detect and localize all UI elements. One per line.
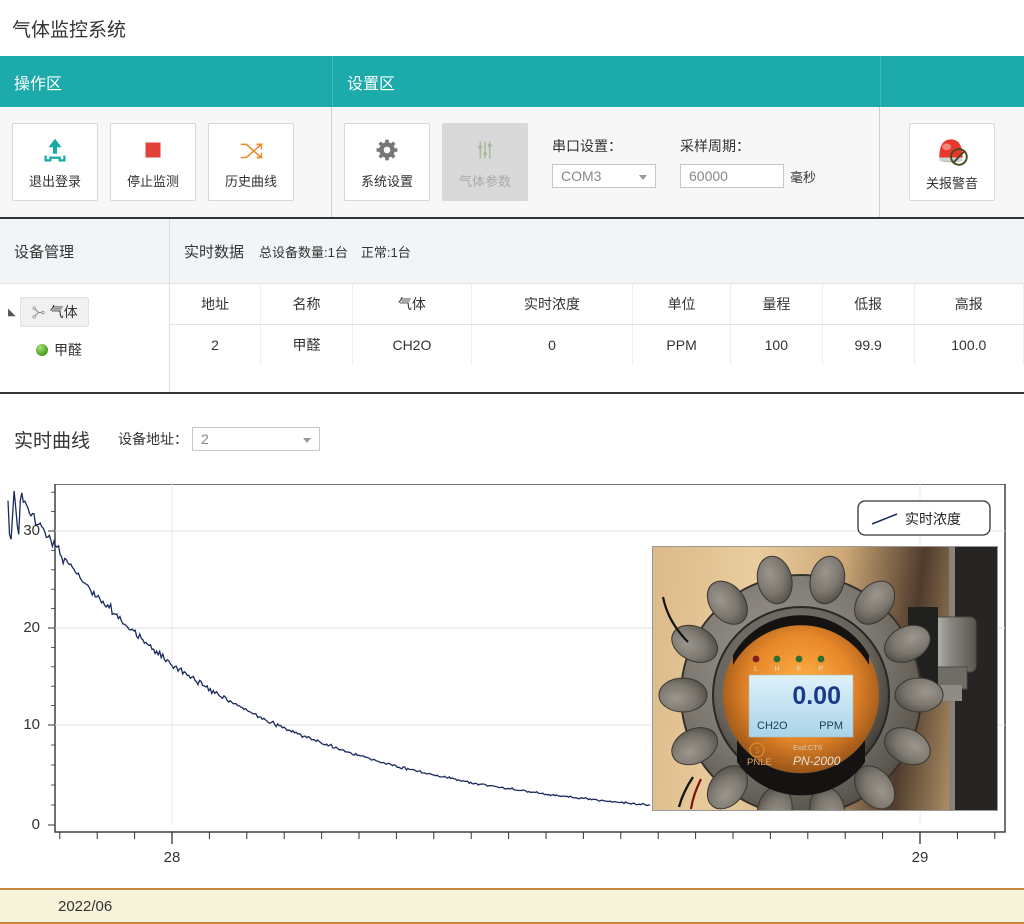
svg-text:PPM: PPM (819, 720, 843, 732)
svg-text:S: S (754, 746, 760, 755)
svg-text:PN-2000: PN-2000 (793, 754, 841, 768)
svg-text:PNLE: PNLE (747, 757, 772, 768)
svg-text:0.00: 0.00 (792, 682, 841, 710)
svg-text:29: 29 (912, 849, 929, 866)
svg-text:H: H (774, 666, 779, 673)
svg-text:28: 28 (164, 849, 181, 866)
svg-text:20: 20 (23, 619, 40, 636)
svg-text:0: 0 (32, 816, 40, 833)
svg-text:CH2O: CH2O (757, 720, 788, 732)
svg-text:10: 10 (23, 716, 40, 733)
svg-text:Exd:CT6: Exd:CT6 (793, 743, 822, 752)
svg-text:L: L (754, 666, 758, 673)
svg-text:F: F (797, 666, 801, 673)
svg-text:实时浓度: 实时浓度 (905, 511, 961, 527)
svg-text:P: P (819, 666, 824, 673)
